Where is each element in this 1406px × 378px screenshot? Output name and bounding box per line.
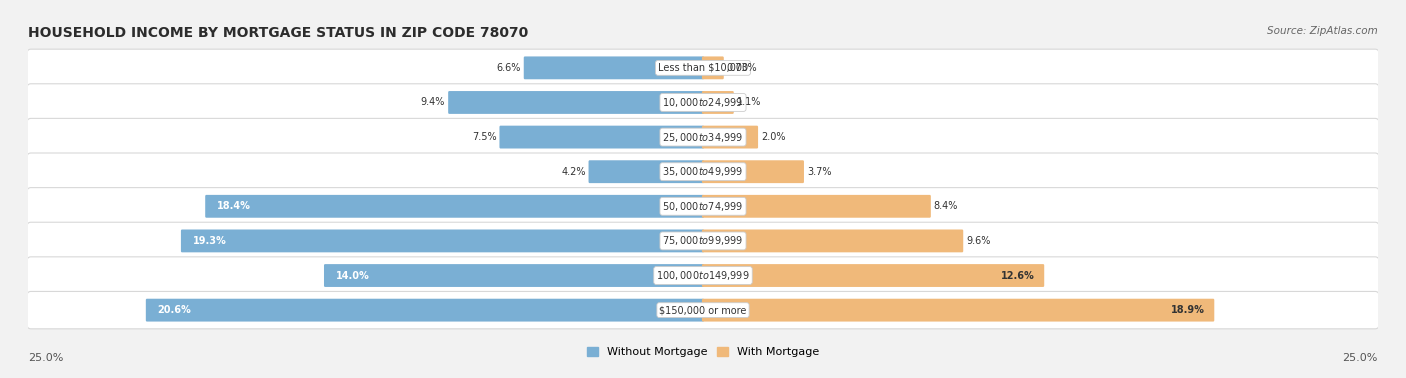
Text: 4.2%: 4.2% (561, 167, 585, 177)
FancyBboxPatch shape (27, 153, 1379, 191)
FancyBboxPatch shape (702, 125, 758, 149)
Text: $35,000 to $49,999: $35,000 to $49,999 (662, 165, 744, 178)
FancyBboxPatch shape (27, 222, 1379, 260)
Text: 20.6%: 20.6% (157, 305, 191, 315)
Legend: Without Mortgage, With Mortgage: Without Mortgage, With Mortgage (582, 342, 824, 362)
Text: $150,000 or more: $150,000 or more (659, 305, 747, 315)
FancyBboxPatch shape (146, 299, 704, 322)
FancyBboxPatch shape (524, 56, 704, 79)
Text: 9.6%: 9.6% (966, 236, 991, 246)
FancyBboxPatch shape (27, 84, 1379, 121)
Text: Source: ZipAtlas.com: Source: ZipAtlas.com (1267, 26, 1378, 36)
Text: HOUSEHOLD INCOME BY MORTGAGE STATUS IN ZIP CODE 78070: HOUSEHOLD INCOME BY MORTGAGE STATUS IN Z… (28, 26, 529, 40)
FancyBboxPatch shape (449, 91, 704, 114)
Text: 8.4%: 8.4% (934, 201, 957, 211)
FancyBboxPatch shape (27, 291, 1379, 329)
FancyBboxPatch shape (27, 49, 1379, 87)
Text: 18.9%: 18.9% (1171, 305, 1205, 315)
Text: $100,000 to $149,999: $100,000 to $149,999 (657, 269, 749, 282)
FancyBboxPatch shape (702, 91, 734, 114)
Text: $10,000 to $24,999: $10,000 to $24,999 (662, 96, 744, 109)
FancyBboxPatch shape (181, 229, 704, 253)
FancyBboxPatch shape (27, 187, 1379, 225)
FancyBboxPatch shape (702, 229, 963, 253)
Text: 2.0%: 2.0% (761, 132, 786, 142)
Text: 14.0%: 14.0% (336, 271, 370, 280)
FancyBboxPatch shape (702, 299, 1215, 322)
Text: 6.6%: 6.6% (496, 63, 520, 73)
Text: 7.5%: 7.5% (472, 132, 496, 142)
FancyBboxPatch shape (702, 56, 724, 79)
FancyBboxPatch shape (702, 160, 804, 183)
Text: 12.6%: 12.6% (1001, 271, 1035, 280)
FancyBboxPatch shape (323, 264, 704, 287)
Text: $50,000 to $74,999: $50,000 to $74,999 (662, 200, 744, 213)
Text: $75,000 to $99,999: $75,000 to $99,999 (662, 234, 744, 248)
Text: $25,000 to $34,999: $25,000 to $34,999 (662, 130, 744, 144)
Text: 25.0%: 25.0% (28, 353, 63, 363)
Text: 9.4%: 9.4% (420, 98, 446, 107)
Text: Less than $10,000: Less than $10,000 (658, 63, 748, 73)
FancyBboxPatch shape (27, 257, 1379, 294)
FancyBboxPatch shape (27, 118, 1379, 156)
Text: 19.3%: 19.3% (193, 236, 226, 246)
FancyBboxPatch shape (589, 160, 704, 183)
Text: 3.7%: 3.7% (807, 167, 831, 177)
Text: 18.4%: 18.4% (217, 201, 250, 211)
Text: 0.73%: 0.73% (727, 63, 758, 73)
Text: 25.0%: 25.0% (1343, 353, 1378, 363)
FancyBboxPatch shape (702, 195, 931, 218)
Text: 1.1%: 1.1% (737, 98, 761, 107)
FancyBboxPatch shape (205, 195, 704, 218)
FancyBboxPatch shape (702, 264, 1045, 287)
FancyBboxPatch shape (499, 125, 704, 149)
